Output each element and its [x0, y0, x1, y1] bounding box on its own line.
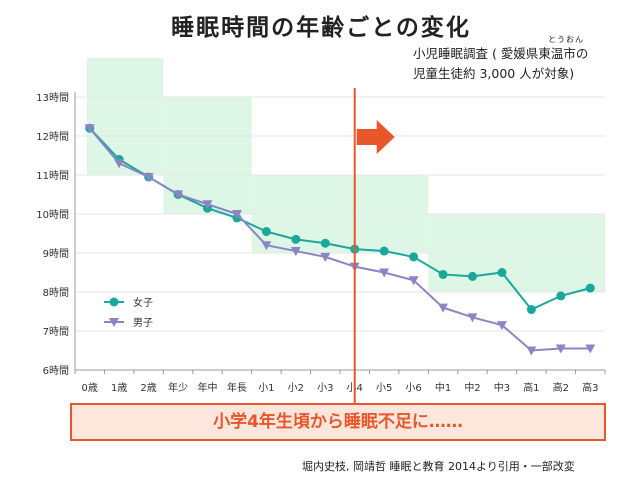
x-tick-label: 高1	[523, 381, 539, 394]
highlight-overlay	[353, 88, 395, 404]
point-boys	[526, 346, 537, 356]
point-boys	[496, 321, 507, 331]
legend-label: 男子	[133, 317, 153, 329]
point-boys	[320, 252, 331, 262]
x-tick-label: 中3	[494, 381, 510, 394]
point-boys	[585, 344, 596, 354]
y-tick-label: 11時間	[36, 170, 69, 182]
point-boys	[84, 124, 95, 134]
x-tick-label: 高3	[582, 381, 598, 394]
citation: 堀内史枝, 岡靖哲 睡眠と教育 2014より引用・一部改変	[302, 460, 575, 473]
x-tick-label: 2歳	[140, 382, 156, 394]
point-girls	[261, 227, 271, 237]
point-girls	[438, 269, 448, 279]
point-boys	[438, 303, 449, 313]
x-tick-label: 小1	[258, 382, 274, 394]
legend-marker-boys	[109, 318, 119, 327]
legend-label: 女子	[133, 296, 153, 309]
survey-note-line2: 児童生徒約 3,000 人が対象)	[413, 66, 575, 81]
survey-note-line1: 小児睡眠調査 ( 愛媛県東温市の	[413, 46, 589, 61]
point-boys	[467, 313, 478, 323]
point-girls	[409, 252, 419, 262]
series-line-boys	[88, 127, 591, 352]
x-tick-label: 小5	[376, 382, 392, 394]
x-tick-label: 小6	[405, 382, 421, 394]
survey-note: 小児睡眠調査 ( 愛媛県東温市の 児童生徒約 3,000 人が対象)	[413, 44, 588, 84]
y-tick-label: 7時間	[43, 326, 69, 338]
point-girls	[556, 291, 566, 301]
x-tick-label: 年長	[227, 381, 247, 394]
series-group	[84, 123, 596, 356]
y-tick-label: 6時間	[43, 365, 69, 377]
y-tick-label: 8時間	[43, 287, 69, 299]
legend-marker-girls	[109, 297, 119, 307]
right-arrow-icon	[356, 120, 395, 154]
point-girls	[526, 305, 536, 315]
point-girls	[379, 246, 389, 256]
x-tick-label: 小3	[317, 382, 333, 394]
x-tick-label: 中2	[464, 381, 480, 394]
gridlines	[75, 96, 605, 332]
point-boys	[379, 268, 390, 278]
point-girls	[497, 268, 507, 277]
x-tick-label: 0歳	[82, 382, 98, 394]
axes: 6時間 7時間 8時間 9時間 10時間 11時間 12時間 13時間 0歳 1歳 2歳 年少 年中 年長…	[36, 92, 606, 394]
x-tick-label: 年中	[198, 381, 218, 394]
chart-title: 睡眠時間の年齢ごとの変化	[171, 15, 471, 41]
x-tick-label: 中1	[435, 381, 451, 394]
x-tick-label: 高2	[553, 381, 569, 394]
furigana-toon: とうおん	[548, 35, 584, 44]
point-boys	[555, 344, 566, 354]
point-boys	[143, 172, 154, 182]
conclusion-banner: 小学4年生頃から睡眠不足に……	[70, 403, 606, 441]
point-boys	[261, 241, 272, 251]
x-tick-label: 1歳	[111, 382, 127, 394]
point-girls	[320, 238, 330, 248]
x-tick-label: 年少	[168, 381, 188, 394]
point-boys	[202, 200, 213, 210]
y-tick-label: 13時間	[36, 92, 69, 104]
x-tick-label: 小2	[288, 382, 304, 394]
point-boys	[114, 159, 125, 169]
point-girls	[291, 234, 301, 244]
recommended-band-0	[87, 58, 164, 175]
y-tick-label: 9時間	[43, 248, 69, 260]
point-boys	[408, 276, 419, 286]
point-girls	[468, 271, 477, 281]
point-boys	[290, 247, 301, 257]
point-boys	[231, 210, 242, 219]
point-girls	[585, 283, 595, 293]
y-tick-label: 12時間	[36, 131, 69, 143]
point-boys	[173, 190, 184, 200]
y-tick-label: 10時間	[36, 209, 69, 221]
